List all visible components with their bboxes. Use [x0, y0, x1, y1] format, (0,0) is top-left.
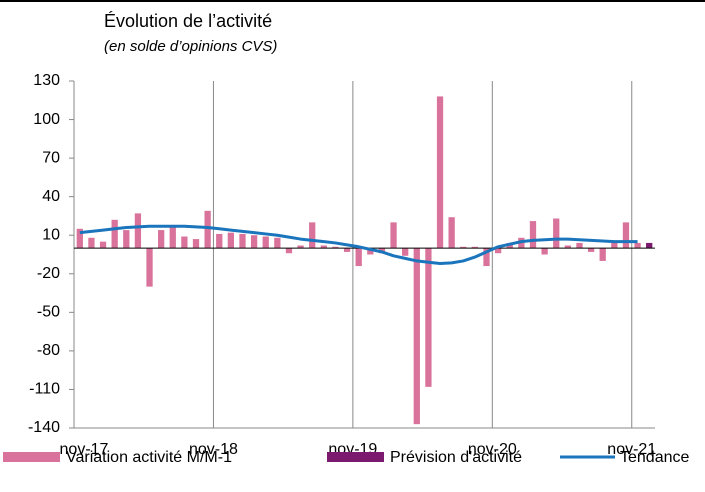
bar: [332, 246, 339, 249]
bar: [309, 222, 316, 249]
bar: [436, 96, 444, 249]
bar: [634, 242, 641, 249]
y-tick-label: 40: [42, 188, 60, 205]
bar: [134, 213, 142, 249]
bar: [111, 219, 118, 249]
bar: [390, 222, 397, 249]
bar: [355, 248, 362, 267]
bar: [413, 248, 420, 425]
y-tick-label: 70: [42, 149, 60, 166]
bar: [564, 245, 571, 249]
bar: [553, 218, 560, 249]
bar: [343, 248, 351, 252]
bar: [599, 248, 606, 261]
chart-subtitle: (en solde d’opinions CVS): [104, 38, 277, 55]
bar: [158, 230, 165, 249]
bar: [262, 236, 269, 249]
bar: [367, 248, 374, 255]
y-tick-label: -50: [37, 304, 60, 321]
bar: [216, 233, 223, 249]
bar: [494, 248, 502, 254]
bar: [123, 230, 130, 249]
bar: [285, 248, 293, 254]
bar: [541, 248, 548, 255]
legend-label: Prévision d'activité: [390, 449, 522, 466]
bar: [483, 248, 490, 267]
trend-line: [79, 224, 638, 265]
bar: [529, 221, 537, 249]
legend-label: Tendance: [620, 449, 689, 466]
bar: [192, 239, 200, 249]
y-tick-label: 10: [42, 226, 60, 243]
y-tick-label: -140: [28, 419, 60, 436]
bar: [250, 235, 258, 249]
bar: [146, 248, 153, 287]
bar: [239, 233, 246, 249]
bar: [460, 246, 467, 249]
bar: [99, 241, 107, 249]
bar: [448, 217, 455, 249]
x-tick-label: nov-20: [468, 441, 517, 458]
bar: [587, 248, 595, 252]
legend-swatch: [327, 452, 384, 462]
y-tick-label: -80: [37, 342, 60, 359]
y-tick-label: 100: [33, 111, 60, 128]
y-tick-label: -110: [29, 381, 60, 398]
x-tick-label: nov-17: [60, 441, 109, 458]
bar: [88, 237, 95, 249]
bar: [169, 227, 176, 249]
bar: [576, 242, 583, 249]
bar: [297, 245, 304, 249]
legend-swatch: [3, 452, 60, 462]
bar: [611, 241, 618, 249]
y-tick-label: 130: [33, 72, 60, 89]
bar: [76, 228, 83, 249]
bar: [471, 246, 479, 249]
bar: [204, 210, 211, 249]
x-tick-label: nov-18: [189, 441, 238, 458]
bar: [402, 248, 409, 256]
legend-label: Variation activité M/M-1: [66, 449, 232, 466]
bar: [274, 237, 281, 249]
bar: [425, 248, 432, 387]
bar: [181, 236, 188, 249]
bar: [320, 245, 327, 249]
bar: [646, 242, 653, 249]
bar: [227, 232, 235, 249]
y-tick-label: -20: [37, 265, 60, 282]
bar: [622, 222, 630, 249]
x-tick-label: nov-21: [607, 441, 656, 458]
chart-title: Évolution de l’activité: [104, 11, 272, 31]
